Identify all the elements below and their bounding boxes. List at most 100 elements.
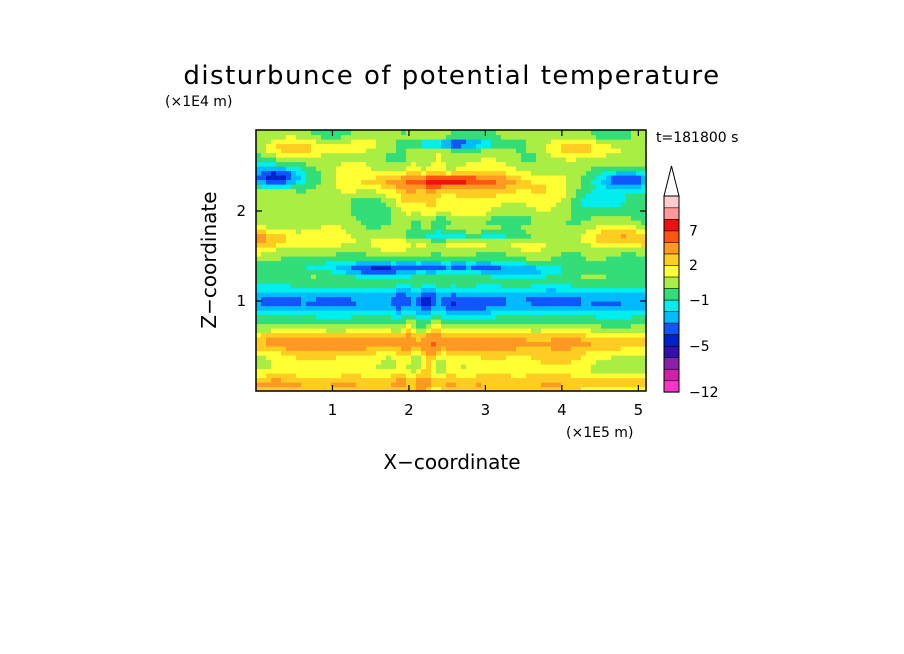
contour-cell (576, 229, 582, 235)
contour-cell (556, 166, 562, 172)
contour-cell (266, 170, 272, 176)
contour-cell (531, 373, 537, 379)
contour-cell (426, 377, 432, 383)
contour-cell (626, 143, 632, 149)
contour-cell (411, 364, 417, 370)
contour-cell (356, 211, 362, 217)
contour-cell (531, 130, 537, 136)
contour-cell (371, 148, 377, 154)
contour-cell (516, 328, 522, 334)
contour-cell (416, 224, 422, 230)
contour-cell (566, 260, 572, 266)
contour-cell (476, 224, 482, 230)
contour-cell (411, 152, 417, 158)
contour-cell (271, 134, 277, 140)
contour-cell (581, 346, 587, 352)
contour-cell (536, 328, 542, 334)
contour-cell (506, 382, 512, 388)
contour-cell (606, 305, 612, 311)
contour-cell (536, 386, 542, 392)
contour-cell (521, 229, 527, 235)
contour-cell (276, 292, 282, 298)
contour-cell (451, 292, 457, 298)
contour-cell (456, 184, 462, 190)
contour-cell (626, 283, 632, 289)
contour-cell (306, 377, 312, 383)
contour-cell (341, 233, 347, 239)
contour-cell (556, 215, 562, 221)
contour-cell (621, 386, 627, 392)
contour-cell (276, 224, 282, 230)
contour-cell (386, 332, 392, 338)
contour-cell (276, 382, 282, 388)
contour-cell (601, 355, 607, 361)
contour-cell (421, 152, 427, 158)
contour-cell (541, 143, 547, 149)
contour-cell (616, 193, 622, 199)
contour-cell (426, 319, 432, 325)
contour-cell (621, 211, 627, 217)
contour-cell (256, 305, 262, 311)
contour-cell (476, 202, 482, 208)
contour-cell (366, 314, 372, 320)
contour-cell (541, 301, 547, 307)
contour-cell (641, 287, 647, 293)
contour-cell (566, 364, 572, 370)
contour-cell (506, 287, 512, 293)
contour-cell (476, 382, 482, 388)
contour-cell (591, 368, 597, 374)
contour-cell (606, 368, 612, 374)
contour-cell (556, 373, 562, 379)
contour-cell (596, 305, 602, 311)
contour-cell (496, 292, 502, 298)
contour-cell (306, 301, 312, 307)
contour-cell (536, 364, 542, 370)
contour-cell (456, 247, 462, 253)
contour-cell (361, 251, 367, 257)
contour-cell (561, 283, 567, 289)
colorbar-swatch (663, 264, 680, 278)
contour-cell (626, 139, 632, 145)
contour-cell (556, 368, 562, 374)
contour-cell (456, 233, 462, 239)
contour-cell (291, 274, 297, 280)
contour-cell (591, 278, 597, 284)
contour-cell (481, 224, 487, 230)
contour-cell (391, 359, 397, 365)
contour-cell (486, 130, 492, 136)
contour-cell (511, 359, 517, 365)
contour-cell (446, 211, 452, 217)
contour-cell (636, 274, 642, 280)
contour-cell (591, 328, 597, 334)
contour-cell (591, 283, 597, 289)
contour-cell (566, 278, 572, 284)
contour-cell (396, 193, 402, 199)
contour-cell (461, 377, 467, 383)
contour-cell (531, 161, 537, 167)
contour-cell (271, 373, 277, 379)
contour-cell (641, 355, 647, 361)
contour-cell (411, 310, 417, 316)
contour-cell (411, 242, 417, 248)
contour-cell (421, 364, 427, 370)
contour-cell (486, 233, 492, 239)
contour-cell (381, 166, 387, 172)
contour-cell (461, 170, 467, 176)
contour-cell (381, 157, 387, 163)
contour-cell (331, 220, 337, 226)
contour-cell (386, 256, 392, 262)
contour-cell (466, 148, 472, 154)
contour-cell (311, 175, 317, 181)
contour-cell (366, 310, 372, 316)
contour-cell (281, 386, 287, 392)
contour-cell (421, 229, 427, 235)
contour-cell (441, 305, 447, 311)
contour-cell (416, 247, 422, 253)
contour-cell (626, 206, 632, 212)
contour-cell (266, 157, 272, 163)
contour-cell (516, 346, 522, 352)
contour-cell (526, 179, 532, 185)
contour-cell (596, 188, 602, 194)
contour-cell (461, 292, 467, 298)
contour-cell (606, 166, 612, 172)
